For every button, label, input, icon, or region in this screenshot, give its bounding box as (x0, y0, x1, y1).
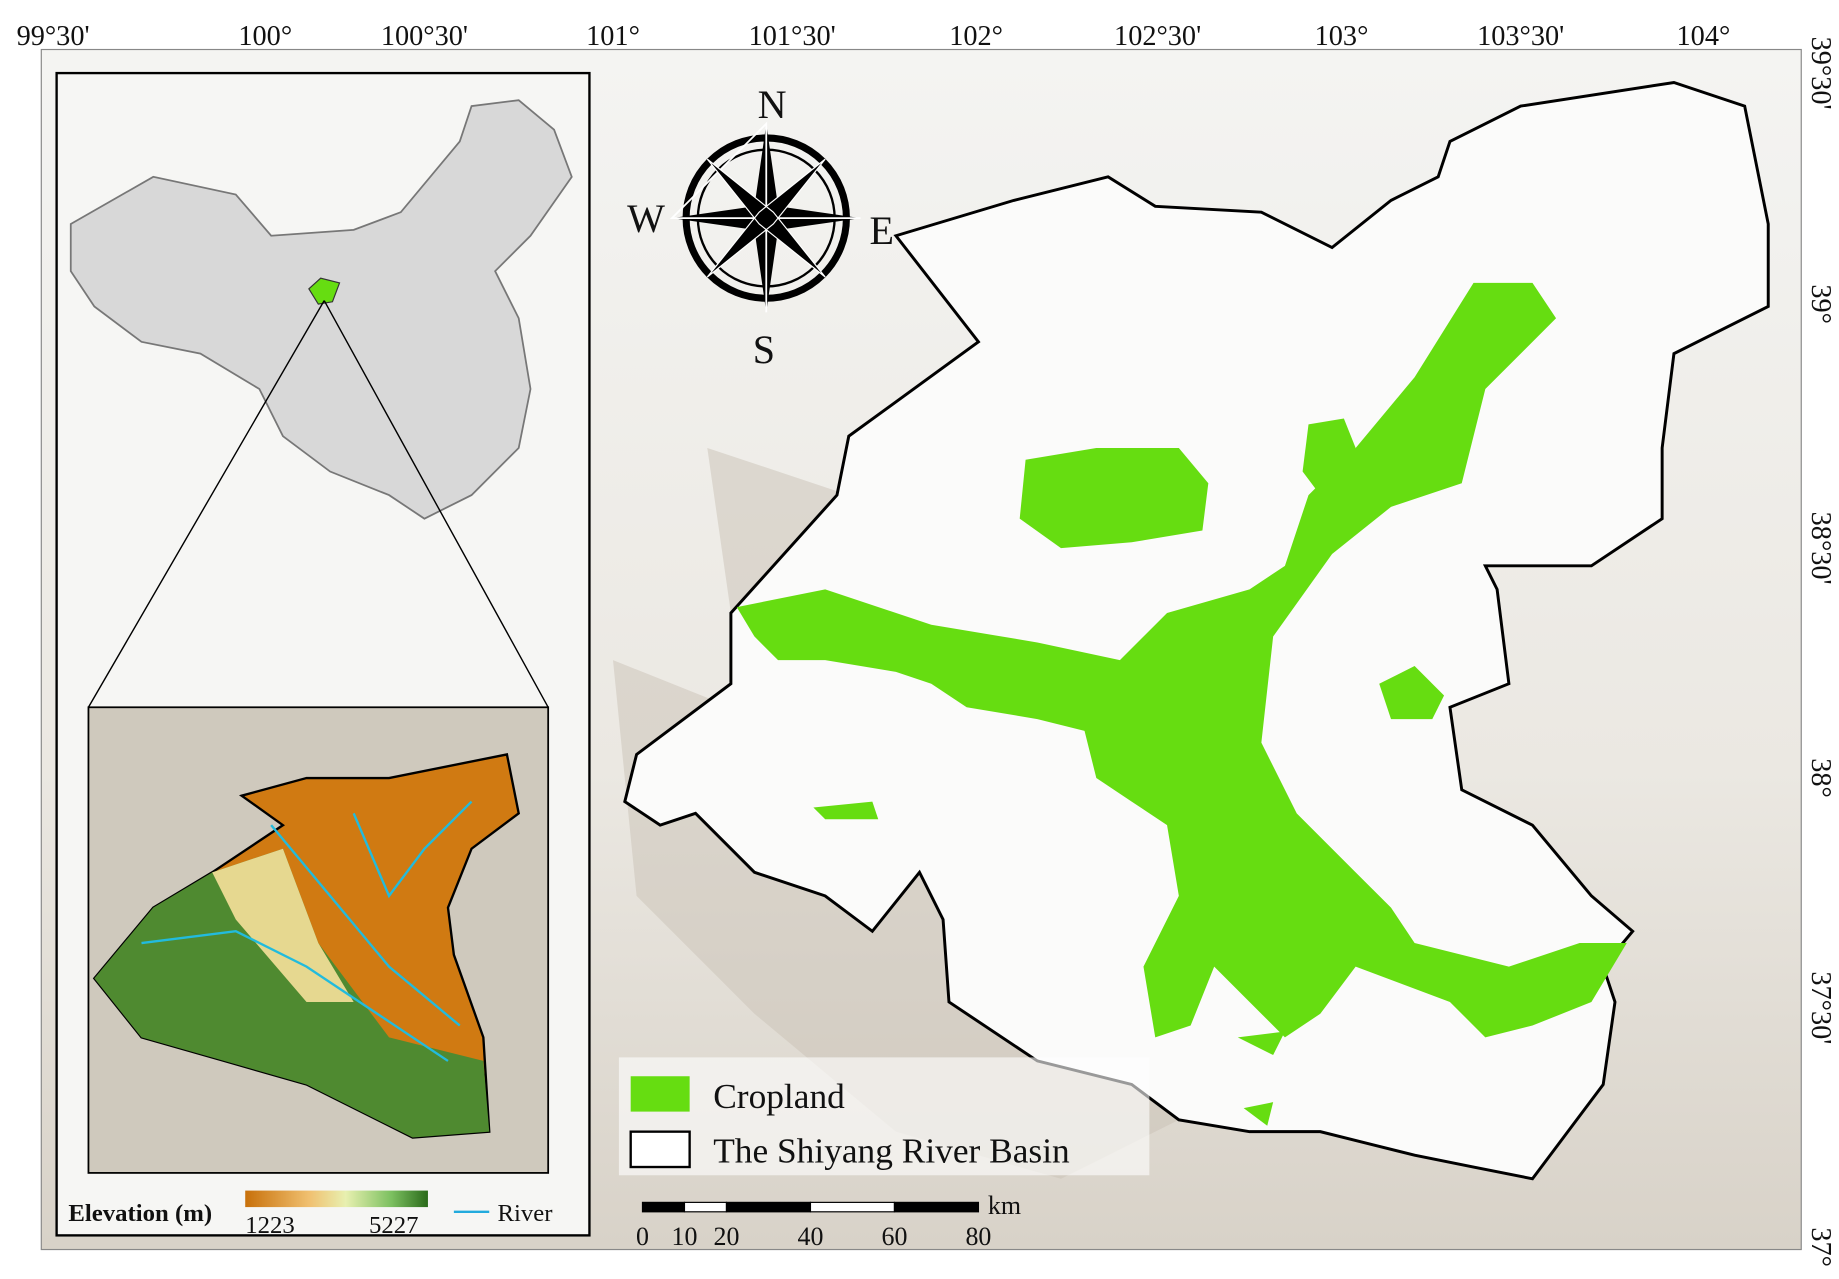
scale-segment (683, 1201, 728, 1213)
latitude-label: 38°30' (1805, 512, 1836, 585)
latitude-label: 39° (1805, 284, 1836, 324)
china-map (69, 99, 573, 520)
compass-east: E (870, 208, 894, 253)
scale-label: 20 (714, 1222, 740, 1251)
latitude-labels: 39°30' 39° 38°30' 38° 37°30' 37° (1805, 37, 1836, 1267)
latitude-label: 38° (1805, 758, 1836, 798)
scale-segment (641, 1201, 686, 1213)
river-label: River (497, 1200, 553, 1227)
scale-segment (809, 1201, 896, 1213)
cropland (736, 282, 1627, 1126)
basin-location (308, 277, 341, 305)
longitude-label: 104° (1677, 21, 1731, 52)
longitude-label: 100°30' (381, 21, 468, 52)
longitude-label: 102° (949, 21, 1003, 52)
scale-label: 60 (881, 1222, 907, 1251)
longitude-label: 99°30' (17, 21, 90, 52)
elevation-title: Elevation (m) (68, 1200, 212, 1227)
longitude-label: 102°30' (1114, 21, 1201, 52)
longitude-label: 101°30' (749, 21, 836, 52)
compass-south: S (753, 327, 775, 372)
elevation-min: 1223 (245, 1212, 295, 1239)
scale-label: 0 (636, 1222, 649, 1251)
scale-bar: 0 10 20 40 60 80 (636, 1201, 991, 1251)
legend-basin-label: The Shiyang River Basin (713, 1130, 1070, 1170)
longitude-labels: 99°30' 100° 100°30' 101° 101°30' 102° 102°30' 1… (17, 21, 1731, 52)
compass-west: W (627, 196, 665, 241)
latitude-label: 37°30' (1805, 971, 1836, 1044)
compass (669, 121, 861, 313)
legend: Cropland The Shiyang River Basin (618, 1057, 1150, 1176)
scale-segment (725, 1201, 812, 1213)
compass-north: N (758, 82, 787, 127)
scale-label: 10 (672, 1222, 698, 1251)
scale-label: 40 (797, 1222, 823, 1251)
scale-segment (893, 1201, 980, 1213)
legend-basin-swatch (629, 1130, 691, 1169)
inset-panel (55, 71, 591, 1237)
longitude-label: 101° (586, 21, 640, 52)
latitude-label: 39°30' (1805, 37, 1836, 110)
elevation-max: 5227 (369, 1212, 419, 1239)
scale-label: 80 (965, 1222, 991, 1251)
legend-cropland-swatch (630, 1076, 690, 1112)
scale-unit: km (988, 1191, 1021, 1220)
longitude-label: 103° (1315, 21, 1369, 52)
legend-cropland-label: Cropland (713, 1076, 845, 1116)
elevation-ramp (245, 1190, 428, 1208)
longitude-label: 103°30' (1477, 21, 1564, 52)
latitude-label: 37° (1805, 1227, 1836, 1267)
longitude-label: 100° (238, 21, 292, 52)
